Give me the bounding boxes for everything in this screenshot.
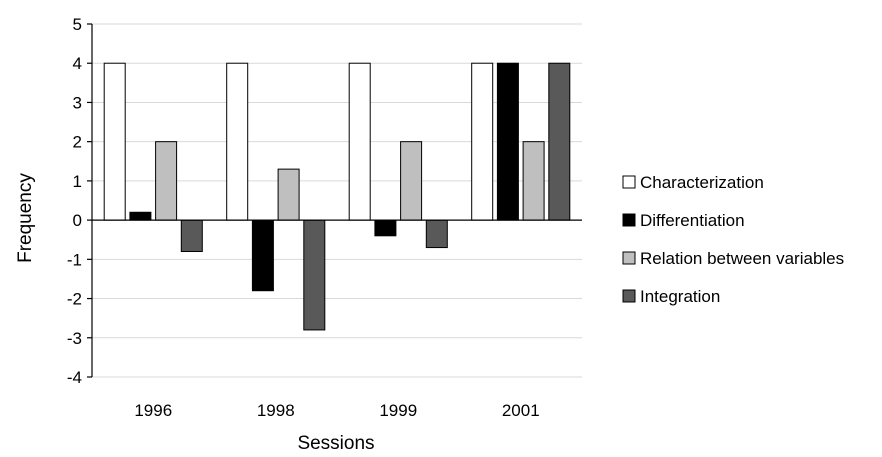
y-tick-label: -2 — [67, 290, 82, 309]
axes — [87, 23, 582, 378]
legend-swatch — [622, 213, 636, 227]
bar — [155, 141, 178, 221]
y-tick-label: -4 — [67, 368, 82, 387]
legend-label: Differentiation — [640, 211, 745, 230]
bar — [180, 219, 203, 252]
y-tick-labels: 5 4 3 2 1 0 -1 -2 -3 -4 — [67, 15, 82, 387]
legend: Characterization Differentiation Relation … — [622, 173, 844, 306]
x-tick-label: 1996 — [134, 401, 172, 420]
x-tick-label: 2001 — [502, 401, 540, 420]
y-tick-label: 2 — [73, 133, 82, 152]
bar — [496, 62, 519, 221]
y-tick-label: 1 — [73, 172, 82, 191]
bar — [277, 168, 300, 221]
y-tick-label: 5 — [73, 15, 82, 34]
legend-label: Integration — [640, 287, 720, 306]
legend-label: Characterization — [640, 173, 764, 192]
bar — [471, 62, 494, 221]
y-tick-label: 0 — [73, 211, 82, 230]
legend-swatch — [622, 289, 636, 303]
y-axis-title: Frequency — [15, 173, 36, 263]
bar — [251, 219, 274, 292]
bar — [400, 141, 423, 221]
legend-swatch — [622, 175, 636, 189]
x-tick-label: 1998 — [257, 401, 295, 420]
bar — [303, 219, 326, 331]
bar — [374, 219, 397, 237]
x-tick-labels: 1996 1998 1999 2001 — [134, 401, 539, 420]
y-tick-label: -1 — [67, 250, 82, 269]
legend-swatch — [622, 251, 636, 265]
bar — [348, 62, 371, 221]
x-tick-label: 1999 — [379, 401, 417, 420]
legend-label: Relation between variables — [640, 249, 844, 268]
bars — [103, 62, 571, 331]
y-tick-label: 3 — [73, 93, 82, 112]
bar — [548, 62, 571, 221]
bar — [425, 219, 448, 249]
bar — [226, 62, 249, 221]
bar — [103, 62, 126, 221]
x-axis-title: Sessions — [297, 433, 374, 454]
y-tick-label: -3 — [67, 329, 82, 348]
bar — [129, 211, 152, 221]
y-tick-label: 4 — [73, 54, 82, 73]
bar — [522, 141, 545, 221]
